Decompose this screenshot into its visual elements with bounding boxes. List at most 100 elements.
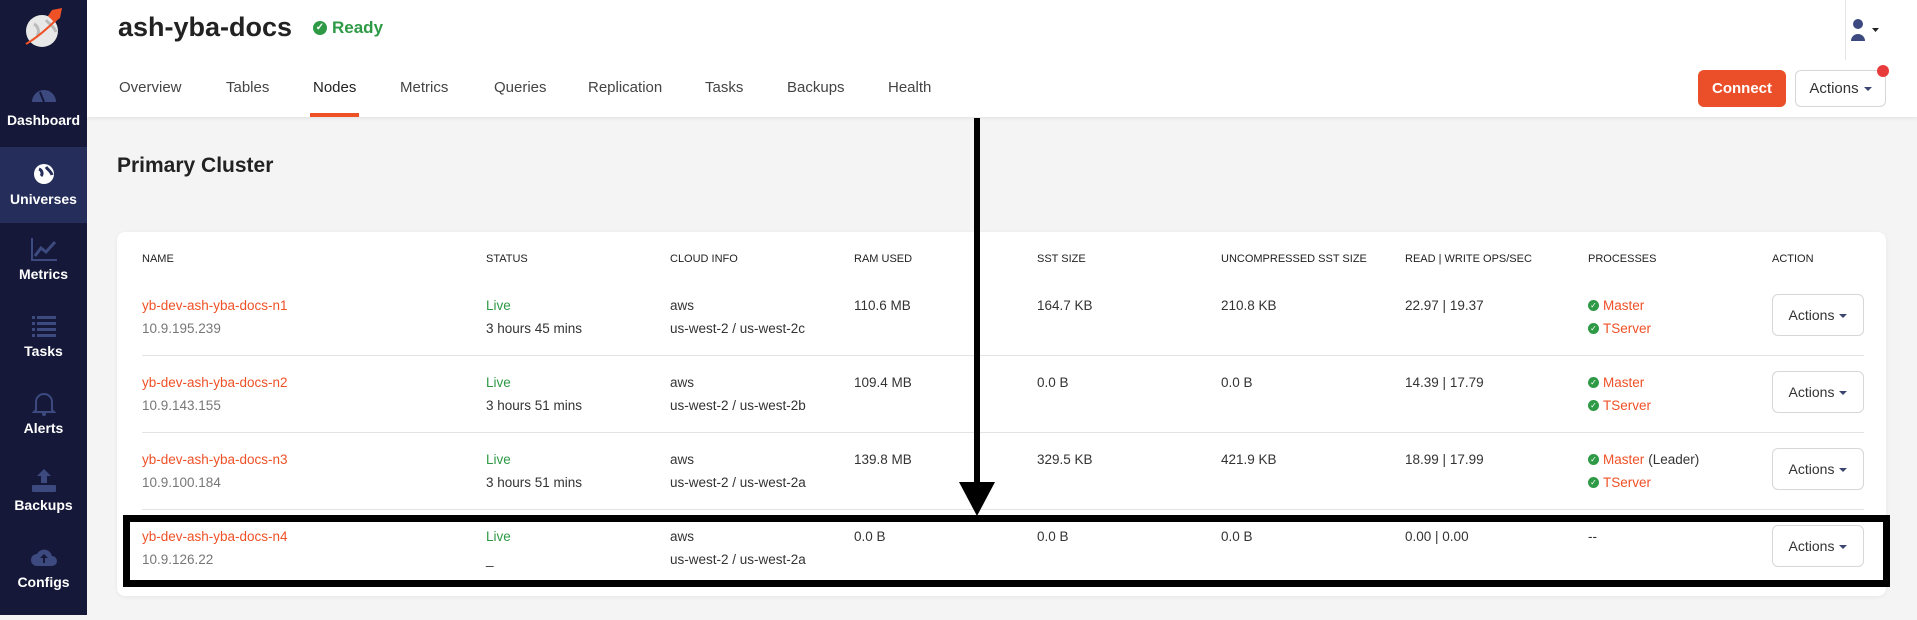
cloud-upload-icon [30,549,57,566]
tab-replication[interactable]: Replication [588,79,663,96]
arrow-head-icon [959,482,995,516]
user-menu-icon[interactable] [1850,18,1880,42]
row-divider [142,432,1864,433]
sidebar-item-label: Tasks [24,343,63,359]
tserver-link[interactable]: TServer [1603,398,1652,413]
column-header-status: Status [486,253,528,265]
tserver-link[interactable]: TServer [1603,321,1652,336]
node-actions-button[interactable]: Actions [1772,371,1864,413]
node-processes: ✓ Master ✓ TServer [1588,371,1651,417]
sidebar-item-universes[interactable]: Universes [0,147,87,223]
master-link[interactable]: Master [1603,375,1645,390]
node-region: us-west-2 / us-west-2c [670,321,806,336]
column-header-uncompressed-sst-size: Uncompressed SST Size [1221,253,1367,265]
node-cell-status: Live _ [486,525,511,571]
tab-overview[interactable]: Overview [119,79,182,96]
sidebar-item-tasks[interactable]: Tasks [0,313,87,389]
node-ops: 22.97 | 19.37 [1405,298,1484,313]
node-cell-cloud: aws us-west-2 / us-west-2a [670,448,806,494]
sidebar-item-metrics[interactable]: Metrics [0,236,87,312]
tab-nodes[interactable]: Nodes [309,79,360,117]
tab-metrics[interactable]: Metrics [400,79,449,96]
write-ops: 0.00 [1442,529,1469,544]
read-ops: 22.97 [1405,298,1439,313]
node-name-link[interactable]: yb-dev-ash-yba-docs-n2 [142,375,288,390]
node-actions-button[interactable]: Actions [1772,448,1864,490]
node-name-link[interactable]: yb-dev-ash-yba-docs-n1 [142,298,288,313]
yugabyte-logo[interactable] [20,6,66,52]
page-title: ash-yba-docs [118,12,293,42]
header-divider [1845,0,1846,60]
master-note: (Leader) [1648,452,1700,467]
notification-dot [1877,65,1889,77]
tab-backups[interactable]: Backups [787,79,845,96]
check-circle-icon: ✓ [1588,323,1599,334]
actions-label: Actions [1788,307,1835,323]
annotation-arrow [974,118,980,486]
sidebar-item-configs[interactable]: Configs [0,544,87,620]
column-header-sst-size: SST Size [1037,253,1086,265]
globe-icon [33,164,54,184]
sidebar-item-label: Dashboard [6,112,81,128]
actions-label: Actions [1788,384,1835,400]
node-status: Live [486,452,511,467]
node-name-link[interactable]: yb-dev-ash-yba-docs-n3 [142,452,288,467]
row-divider [142,509,1864,510]
node-actions-button[interactable]: Actions [1772,525,1864,567]
node-sst: 329.5 KB [1037,452,1093,467]
tab-queries[interactable]: Queries [494,79,547,96]
read-ops: 14.39 [1405,375,1439,390]
connect-button[interactable]: Connect [1698,70,1786,107]
node-cell-cloud: aws us-west-2 / us-west-2a [670,525,806,571]
node-region: us-west-2 / us-west-2a [670,552,806,567]
status-badge: ✓ Ready [313,18,383,38]
node-processes: ✓ Master (Leader) ✓ TServer [1588,448,1699,494]
write-ops: 19.37 [1449,298,1484,313]
section-title: Primary Cluster [117,154,274,177]
node-ip: 10.9.100.184 [142,475,221,490]
upload-tray-icon [31,469,56,492]
node-sst: 0.0 B [1037,529,1069,544]
node-ram: 110.6 MB [854,298,911,313]
node-uncompressed-sst: 210.8 KB [1221,298,1277,313]
column-header-cloud-info: Cloud Info [670,253,738,265]
sidebar-item-dashboard[interactable]: Dashboard [0,82,87,158]
tab-tasks[interactable]: Tasks [705,79,744,96]
node-region: us-west-2 / us-west-2a [670,475,806,490]
node-sst: 0.0 B [1037,375,1069,390]
master-link[interactable]: Master [1603,298,1645,313]
master-link[interactable]: Master [1603,452,1645,467]
node-sst: 164.7 KB [1037,298,1093,313]
node-name-link[interactable]: yb-dev-ash-yba-docs-n4 [142,529,288,544]
node-cloud: aws [670,452,695,467]
node-uncompressed-sst: 0.0 B [1221,529,1253,544]
node-cell-name: yb-dev-ash-yba-docs-n2 10.9.143.155 [142,371,288,417]
node-uncompressed-sst: 421.9 KB [1221,452,1277,467]
actions-label: Actions [1788,538,1835,554]
read-ops: 0.00 [1405,529,1432,544]
sidebar-item-backups[interactable]: Backups [0,467,87,543]
check-circle-icon: ✓ [1588,377,1599,388]
node-uptime: 3 hours 45 mins [486,321,583,336]
column-header-action: Action [1772,253,1814,265]
universe-actions-button[interactable]: Actions [1795,70,1886,107]
caret-down-icon [1839,545,1848,550]
tab-tables[interactable]: Tables [226,79,270,96]
caret-down-icon [1839,468,1848,473]
tserver-link[interactable]: TServer [1603,475,1652,490]
node-uncompressed-sst: 0.0 B [1221,375,1253,390]
sidebar-item-alerts[interactable]: Alerts [0,390,87,466]
column-header-processes: Processes [1588,253,1657,265]
column-header-name: Name [142,253,174,265]
node-cell-name: yb-dev-ash-yba-docs-n1 10.9.195.239 [142,294,288,340]
node-processes: ✓ Master ✓ TServer [1588,294,1651,340]
caret-down-icon [1839,391,1848,396]
node-cloud: aws [670,375,695,390]
node-cloud: aws [670,298,695,313]
node-ops: 18.99 | 17.99 [1405,452,1484,467]
node-actions-button[interactable]: Actions [1772,294,1864,336]
check-circle-icon: ✓ [1588,400,1599,411]
tab-health[interactable]: Health [888,79,932,96]
line-chart-icon [30,238,57,261]
sidebar-item-label: Metrics [18,266,69,282]
